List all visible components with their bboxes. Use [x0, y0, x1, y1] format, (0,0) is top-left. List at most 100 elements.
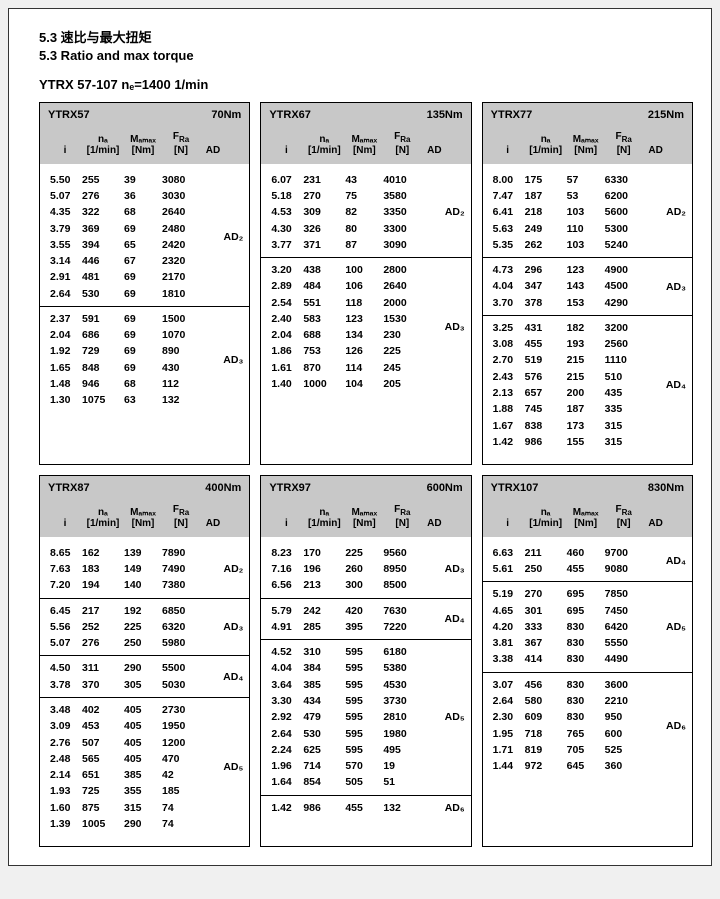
- table-row: 6.562133008500: [269, 577, 462, 593]
- cell-m: 355: [124, 783, 162, 799]
- table-row: 4.53309823350: [269, 204, 462, 220]
- col-i: i: [269, 504, 303, 529]
- col-m: Mₐₘₐₓ[Nm]: [124, 131, 162, 156]
- cell-i: 5.61: [491, 561, 525, 577]
- table-row: 2.37591691500: [48, 311, 241, 327]
- col-m: Mₐₘₐₓ[Nm]: [124, 504, 162, 529]
- cell-na: 838: [525, 418, 567, 434]
- cell-i: 2.64: [269, 726, 303, 742]
- cell-f: 470: [162, 751, 200, 767]
- cell-na: 986: [525, 434, 567, 450]
- cell-i: 2.37: [48, 311, 82, 327]
- table-row: 5.072762505980: [48, 635, 241, 651]
- cell-f: 225: [383, 343, 421, 359]
- cell-m: 104: [345, 376, 383, 392]
- col-ad: AD: [200, 504, 226, 529]
- cell-na: 347: [525, 278, 567, 294]
- cell-na: 657: [525, 385, 567, 401]
- titles-block: 5.3 速比与最大扭矩 5.3 Ratio and max torque: [39, 27, 693, 63]
- cell-na: 519: [525, 352, 567, 368]
- col-m: Mₐₘₐₓ[Nm]: [567, 131, 605, 156]
- cell-f: 600: [605, 726, 643, 742]
- cell-i: 2.30: [491, 709, 525, 725]
- cell-na: 285: [303, 619, 345, 635]
- card-ytrx87: YTRX87400Nm i nₐ[1/min] Mₐₘₐₓ[Nm] FRa[N]…: [39, 475, 250, 847]
- data-group: 5.7924242076304.912853957220AD₄: [261, 598, 470, 640]
- card-body: 8.001755763307.471875362006.412181035600…: [483, 164, 692, 464]
- table-row: 2.894841062640: [269, 278, 462, 294]
- cell-na: 583: [303, 311, 345, 327]
- cell-f: 6180: [383, 644, 421, 660]
- table-row: 5.18270753580: [269, 188, 462, 204]
- cell-na: 270: [303, 188, 345, 204]
- cell-i: 3.77: [269, 237, 303, 253]
- cell-m: 57: [567, 172, 605, 188]
- table-row: 7.201941407380: [48, 577, 241, 593]
- cell-f: 2210: [605, 693, 643, 709]
- cell-m: 80: [345, 221, 383, 237]
- cell-na: 714: [303, 758, 345, 774]
- cell-f: 2420: [162, 237, 200, 253]
- table-row: 3.084551932560: [491, 336, 684, 352]
- table-row: 1.4894668112: [48, 376, 241, 392]
- cell-m: 69: [124, 269, 162, 285]
- cell-m: 300: [345, 577, 383, 593]
- cell-i: 5.19: [491, 586, 525, 602]
- cell-na: 252: [82, 619, 124, 635]
- cell-f: 5380: [383, 660, 421, 676]
- cell-na: 625: [303, 742, 345, 758]
- cell-i: 4.50: [48, 660, 82, 676]
- cell-na: 194: [82, 577, 124, 593]
- ad-label: AD₂: [223, 563, 243, 575]
- table-row: 1.6087531574: [48, 800, 241, 816]
- table-row: 1.42986155315: [491, 434, 684, 450]
- cell-f: 2800: [383, 262, 421, 278]
- column-labels: i nₐ[1/min] Mₐₘₐₓ[Nm] FRa[N] AD: [269, 131, 462, 156]
- table-row: 1.401000104205: [269, 376, 462, 392]
- card-ytrx97: YTRX97600Nm i nₐ[1/min] Mₐₘₐₓ[Nm] FRa[N]…: [260, 475, 471, 847]
- cell-i: 1.88: [491, 401, 525, 417]
- cell-m: 43: [345, 172, 383, 188]
- ad-label: AD₃: [666, 281, 686, 293]
- table-row: 3.813678305550: [491, 635, 684, 651]
- table-row: 3.074568303600: [491, 677, 684, 693]
- table-row: 4.35322682640: [48, 204, 241, 220]
- cell-f: 42: [162, 767, 200, 783]
- cell-f: 1070: [162, 327, 200, 343]
- cell-f: 3350: [383, 204, 421, 220]
- cell-i: 6.56: [269, 577, 303, 593]
- cell-na: 276: [82, 635, 124, 651]
- cell-i: 6.07: [269, 172, 303, 188]
- cell-m: 455: [567, 561, 605, 577]
- cell-m: 765: [567, 726, 605, 742]
- table-row: 1.67838173315: [491, 418, 684, 434]
- cell-i: 2.24: [269, 742, 303, 758]
- cell-na: 479: [303, 709, 345, 725]
- table-row: 2.705192151110: [491, 352, 684, 368]
- cell-i: 1.65: [48, 360, 82, 376]
- cell-f: 7490: [162, 561, 200, 577]
- cell-f: 3090: [383, 237, 421, 253]
- col-na: nₐ[1/min]: [525, 504, 567, 529]
- table-row: 4.30326803300: [269, 221, 462, 237]
- cell-na: 530: [82, 286, 124, 302]
- table-row: 1.39100529074: [48, 816, 241, 832]
- cell-na: 1005: [82, 816, 124, 832]
- cell-na: 217: [82, 603, 124, 619]
- col-f: FRa[N]: [162, 504, 200, 529]
- cell-f: 435: [605, 385, 643, 401]
- data-group: 4.5031129055003.783703055030AD₄: [40, 655, 249, 697]
- cell-na: 301: [525, 603, 567, 619]
- table-row: 4.203338306420: [491, 619, 684, 635]
- col-i: i: [48, 131, 82, 156]
- cell-m: 139: [124, 545, 162, 561]
- cell-i: 4.65: [491, 603, 525, 619]
- table-row: 3.14446672320: [48, 253, 241, 269]
- data-group: 8.001755763307.471875362006.412181035600…: [483, 168, 692, 257]
- card-torque: 830Nm: [648, 482, 684, 494]
- cell-i: 2.43: [491, 369, 525, 385]
- cell-i: 5.18: [269, 188, 303, 204]
- cell-f: 9560: [383, 545, 421, 561]
- data-group: 2.375916915002.046866910701.92729698901.…: [40, 306, 249, 413]
- cell-m: 69: [124, 311, 162, 327]
